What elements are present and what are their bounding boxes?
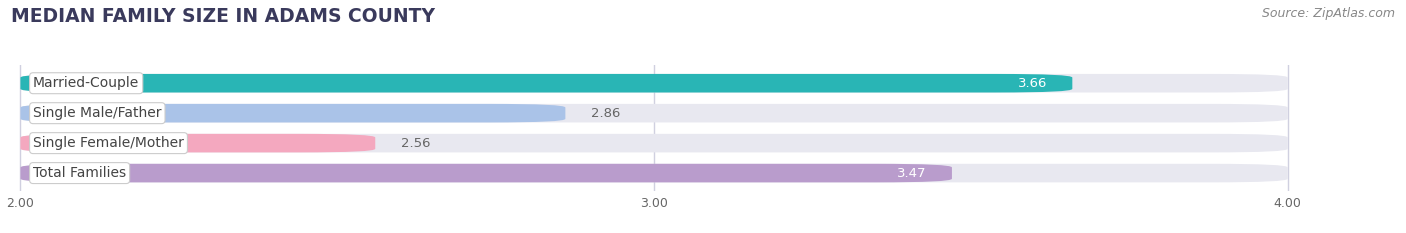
FancyBboxPatch shape: [21, 134, 1288, 152]
FancyBboxPatch shape: [21, 104, 1288, 123]
FancyBboxPatch shape: [21, 104, 565, 123]
Text: 3.47: 3.47: [897, 167, 927, 180]
Text: Total Families: Total Families: [34, 166, 127, 180]
FancyBboxPatch shape: [21, 74, 1288, 93]
Text: Married-Couple: Married-Couple: [34, 76, 139, 90]
Text: Single Male/Father: Single Male/Father: [34, 106, 162, 120]
FancyBboxPatch shape: [21, 74, 1073, 93]
Text: MEDIAN FAMILY SIZE IN ADAMS COUNTY: MEDIAN FAMILY SIZE IN ADAMS COUNTY: [11, 7, 436, 26]
Text: Single Female/Mother: Single Female/Mother: [34, 136, 184, 150]
Text: 2.56: 2.56: [401, 137, 430, 150]
FancyBboxPatch shape: [21, 134, 375, 152]
Text: 3.66: 3.66: [1018, 77, 1047, 90]
FancyBboxPatch shape: [21, 164, 1288, 182]
Text: Source: ZipAtlas.com: Source: ZipAtlas.com: [1261, 7, 1395, 20]
Text: 2.86: 2.86: [591, 107, 620, 120]
FancyBboxPatch shape: [21, 164, 952, 182]
